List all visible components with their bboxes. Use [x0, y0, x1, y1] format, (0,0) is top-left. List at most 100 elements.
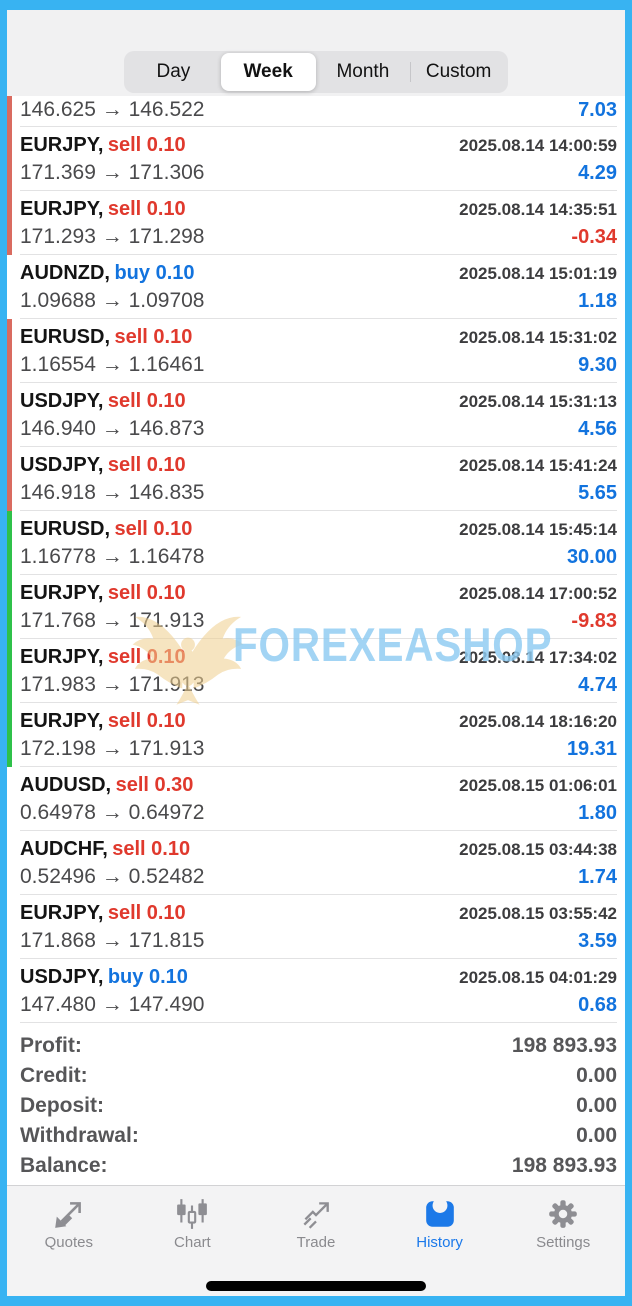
trade-row-content: AUDNZD, buy 0.10 2025.08.14 15:01:19 1.0…	[20, 255, 617, 319]
trade-profit: 19.31	[566, 738, 617, 760]
trade-profit: 9.30	[578, 354, 617, 376]
segment-custom[interactable]: Custom	[425, 61, 492, 82]
trade-row[interactable]: EURJPY, sell 0.10 2025.08.14 17:34:02 17…	[7, 639, 625, 703]
row-accent-bar	[7, 511, 12, 575]
trade-list: 146.625 → 146.522 7.03 EURJPY, sell 0.10…	[7, 96, 625, 1023]
row-accent-bar	[7, 191, 12, 255]
trade-profit: 1.80	[578, 802, 617, 824]
trade-time: 2025.08.14 18:16:20	[459, 712, 617, 731]
trade-row[interactable]: EURJPY, sell 0.10 2025.08.14 17:00:52 17…	[7, 575, 625, 639]
summary-label: Profit:	[20, 1034, 82, 1057]
trade-profit: 3.59	[578, 930, 617, 952]
summary-value: 0.00	[576, 1124, 617, 1147]
trade-profit: 1.18	[578, 290, 617, 312]
trade-prices: 0.52496 → 0.52482	[20, 865, 205, 888]
segment-day[interactable]: Day	[156, 61, 191, 82]
trade-row[interactable]: EURUSD, sell 0.10 2025.08.14 15:31:02 1.…	[7, 319, 625, 383]
summary-label: Withdrawal:	[20, 1124, 139, 1147]
row-accent-bar	[7, 703, 12, 767]
trade-profit: 4.74	[578, 674, 617, 696]
trade-symbol: EURUSD,	[20, 326, 111, 348]
segment-divider	[410, 62, 412, 82]
trade-title: EURJPY, sell 0.10	[20, 198, 186, 221]
trade-row[interactable]: USDJPY, sell 0.10 2025.08.14 15:41:24 14…	[7, 447, 625, 511]
trade-row[interactable]: AUDNZD, buy 0.10 2025.08.14 15:01:19 1.0…	[7, 255, 625, 319]
trade-time: 2025.08.14 17:34:02	[459, 648, 617, 667]
row-accent-bar	[7, 959, 12, 1023]
row-accent-bar	[7, 255, 12, 319]
tab-label: Settings	[536, 1234, 591, 1251]
trade-prices: 146.918 → 146.835	[20, 481, 205, 504]
summary-label: Deposit:	[20, 1094, 104, 1117]
summary-value: 198 893.93	[511, 1034, 617, 1057]
row-accent-bar	[7, 575, 12, 639]
trade-title: USDJPY, sell 0.10	[20, 454, 186, 477]
trade-time: 2025.08.14 15:45:14	[459, 520, 617, 539]
quotes-arrows-icon	[54, 1202, 81, 1228]
row-accent-bar	[7, 96, 12, 127]
trade-row[interactable]: EURJPY, sell 0.10 2025.08.14 18:16:20 17…	[7, 703, 625, 767]
summary-value: 0.00	[576, 1064, 617, 1087]
trade-row[interactable]: USDJPY, buy 0.10 2025.08.15 04:01:29 147…	[7, 959, 625, 1023]
row-accent-bar	[7, 831, 12, 895]
tab-bar: Quotes Chart	[7, 1185, 625, 1296]
trade-row-partial[interactable]: 146.625 → 146.522 7.03	[7, 96, 625, 127]
summary-row: Deposit: 0.00	[20, 1091, 617, 1121]
tab-trade[interactable]: Trade	[254, 1186, 378, 1296]
trade-time: 2025.08.14 15:31:02	[459, 328, 617, 347]
trade-title: USDJPY, sell 0.10	[20, 390, 186, 413]
trade-profit: 5.65	[578, 482, 617, 504]
trade-row-content: USDJPY, sell 0.10 2025.08.14 15:31:13 14…	[20, 383, 617, 447]
tab-history[interactable]: History	[378, 1186, 502, 1296]
row-accent-bar	[7, 447, 12, 511]
trade-row[interactable]: EURJPY, sell 0.10 2025.08.14 14:35:51 17…	[7, 191, 625, 255]
trade-side: sell 0.10	[107, 134, 186, 156]
row-accent-bar	[7, 127, 12, 191]
trade-row[interactable]: EURUSD, sell 0.10 2025.08.14 15:45:14 1.…	[7, 511, 625, 575]
summary-label: Credit:	[20, 1064, 88, 1087]
trade-title: EURJPY, sell 0.10	[20, 134, 186, 157]
trade-symbol: EURJPY,	[20, 198, 104, 220]
trade-profit: 4.29	[578, 162, 617, 184]
period-selector-bar: Day Week Month Custom	[7, 10, 625, 96]
tab-settings[interactable]: Settings	[501, 1186, 625, 1296]
account-summary: Profit: 198 893.93 Credit: 0.00 Deposit:…	[7, 1023, 625, 1185]
summary-row: Profit: 198 893.93	[20, 1031, 617, 1061]
trade-row[interactable]: USDJPY, sell 0.10 2025.08.14 15:31:13 14…	[7, 383, 625, 447]
trade-row[interactable]: AUDCHF, sell 0.10 2025.08.15 03:44:38 0.…	[7, 831, 625, 895]
trade-time: 2025.08.14 15:41:24	[459, 456, 617, 475]
tab-chart[interactable]: Chart	[131, 1186, 255, 1296]
trade-symbol: EURUSD,	[20, 518, 111, 540]
row-accent-bar	[7, 383, 12, 447]
trade-row[interactable]: EURJPY, sell 0.10 2025.08.15 03:55:42 17…	[7, 895, 625, 959]
trade-side: sell 0.10	[107, 390, 186, 412]
summary-label: Balance:	[20, 1154, 108, 1177]
trade-row[interactable]: EURJPY, sell 0.10 2025.08.14 14:00:59 17…	[7, 127, 625, 191]
trade-title: EURJPY, sell 0.10	[20, 710, 186, 733]
app-screen: Day Week Month Custom 146.625 → 146.522 …	[7, 10, 625, 1296]
trade-prices: 171.369 → 171.306	[20, 161, 205, 184]
trade-row[interactable]: AUDUSD, sell 0.30 2025.08.15 01:06:01 0.…	[7, 767, 625, 831]
home-indicator[interactable]	[206, 1281, 426, 1291]
summary-row: Balance: 198 893.93	[20, 1151, 617, 1181]
tab-quotes[interactable]: Quotes	[7, 1186, 131, 1296]
trade-title: EURUSD, sell 0.10	[20, 518, 192, 541]
trade-prices: 171.293 → 171.298	[20, 225, 205, 248]
trade-title: EURJPY, sell 0.10	[20, 902, 186, 925]
row-accent-bar	[7, 639, 12, 703]
trade-row-content: USDJPY, sell 0.10 2025.08.14 15:41:24 14…	[20, 447, 617, 511]
segment-month[interactable]: Month	[336, 61, 390, 82]
period-segmented-control: Day Week Month Custom	[124, 51, 508, 93]
trade-symbol: EURJPY,	[20, 582, 104, 604]
trade-side: sell 0.10	[114, 326, 193, 348]
trade-profit: 30.00	[566, 546, 617, 568]
row-accent-bar	[7, 767, 12, 831]
trade-time: 2025.08.15 04:01:29	[459, 968, 617, 987]
trade-side: sell 0.10	[112, 838, 191, 860]
segment-week[interactable]: Week	[220, 53, 316, 91]
trade-side: sell 0.10	[107, 582, 186, 604]
trade-prices: 146.625 → 146.522	[20, 98, 205, 121]
tab-label: Quotes	[44, 1234, 93, 1251]
trade-side: sell 0.10	[107, 454, 186, 476]
